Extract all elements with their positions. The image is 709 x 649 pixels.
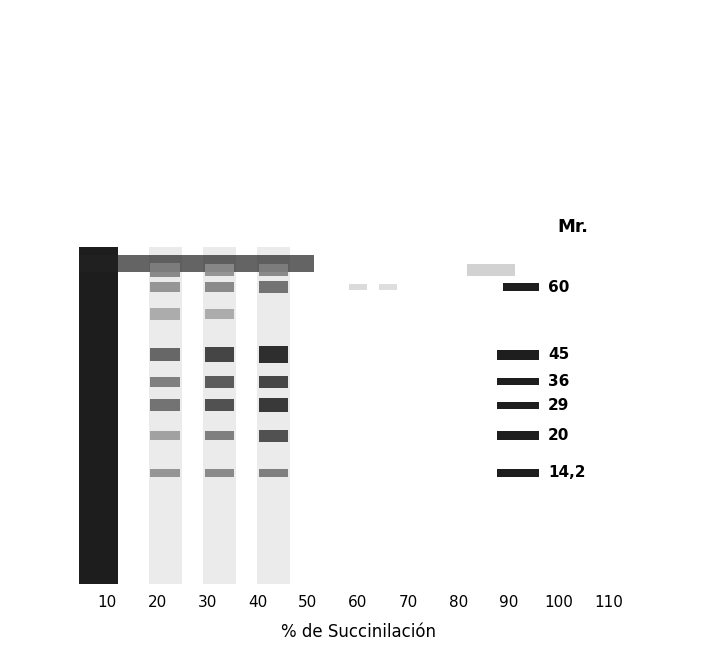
Text: 20: 20 [548,428,569,443]
Bar [205,264,234,276]
Bar [205,347,234,362]
Bar [150,376,180,387]
Bar [150,432,180,440]
Bar [150,263,180,277]
Bar [503,283,539,291]
X-axis label: % de Succinilación: % de Succinilación [281,624,435,641]
Bar [150,348,180,361]
Bar [257,247,290,584]
Bar [496,402,539,409]
Bar [205,376,234,387]
Bar [496,469,539,477]
Bar [349,284,367,291]
Bar [259,264,289,276]
Text: 60: 60 [548,280,569,295]
Text: 45: 45 [548,347,569,362]
Bar [259,346,289,363]
Bar [205,309,234,319]
Bar [205,399,234,411]
Bar [259,376,289,387]
Bar [150,308,180,320]
Bar [149,247,182,584]
Bar [259,469,289,477]
Bar [205,469,234,477]
Bar [467,264,515,276]
Bar [203,247,236,584]
Text: 36: 36 [548,374,569,389]
Bar [150,282,180,292]
Bar [496,350,539,360]
Bar [205,432,234,440]
Text: Mr.: Mr. [557,219,588,236]
Text: 14,2: 14,2 [548,465,586,480]
Bar [150,399,180,411]
Bar [79,255,314,272]
Bar [205,282,234,292]
Text: 29: 29 [548,398,569,413]
Bar [496,378,539,386]
Bar [79,247,118,584]
Bar [259,430,289,441]
Bar [379,284,397,291]
Bar [150,469,180,477]
Bar [496,432,539,440]
Bar [259,281,289,293]
Bar [259,398,289,412]
